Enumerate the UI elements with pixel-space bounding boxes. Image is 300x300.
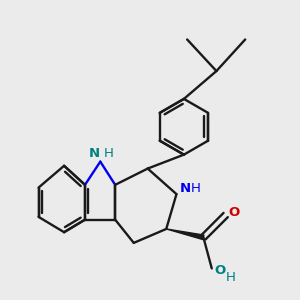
Text: H: H xyxy=(225,271,235,284)
Text: N: N xyxy=(179,182,191,195)
Polygon shape xyxy=(166,229,204,240)
Text: O: O xyxy=(214,264,226,277)
Text: H: H xyxy=(191,182,201,195)
Text: H: H xyxy=(103,147,113,160)
Text: O: O xyxy=(228,206,240,219)
Text: N: N xyxy=(89,147,100,160)
